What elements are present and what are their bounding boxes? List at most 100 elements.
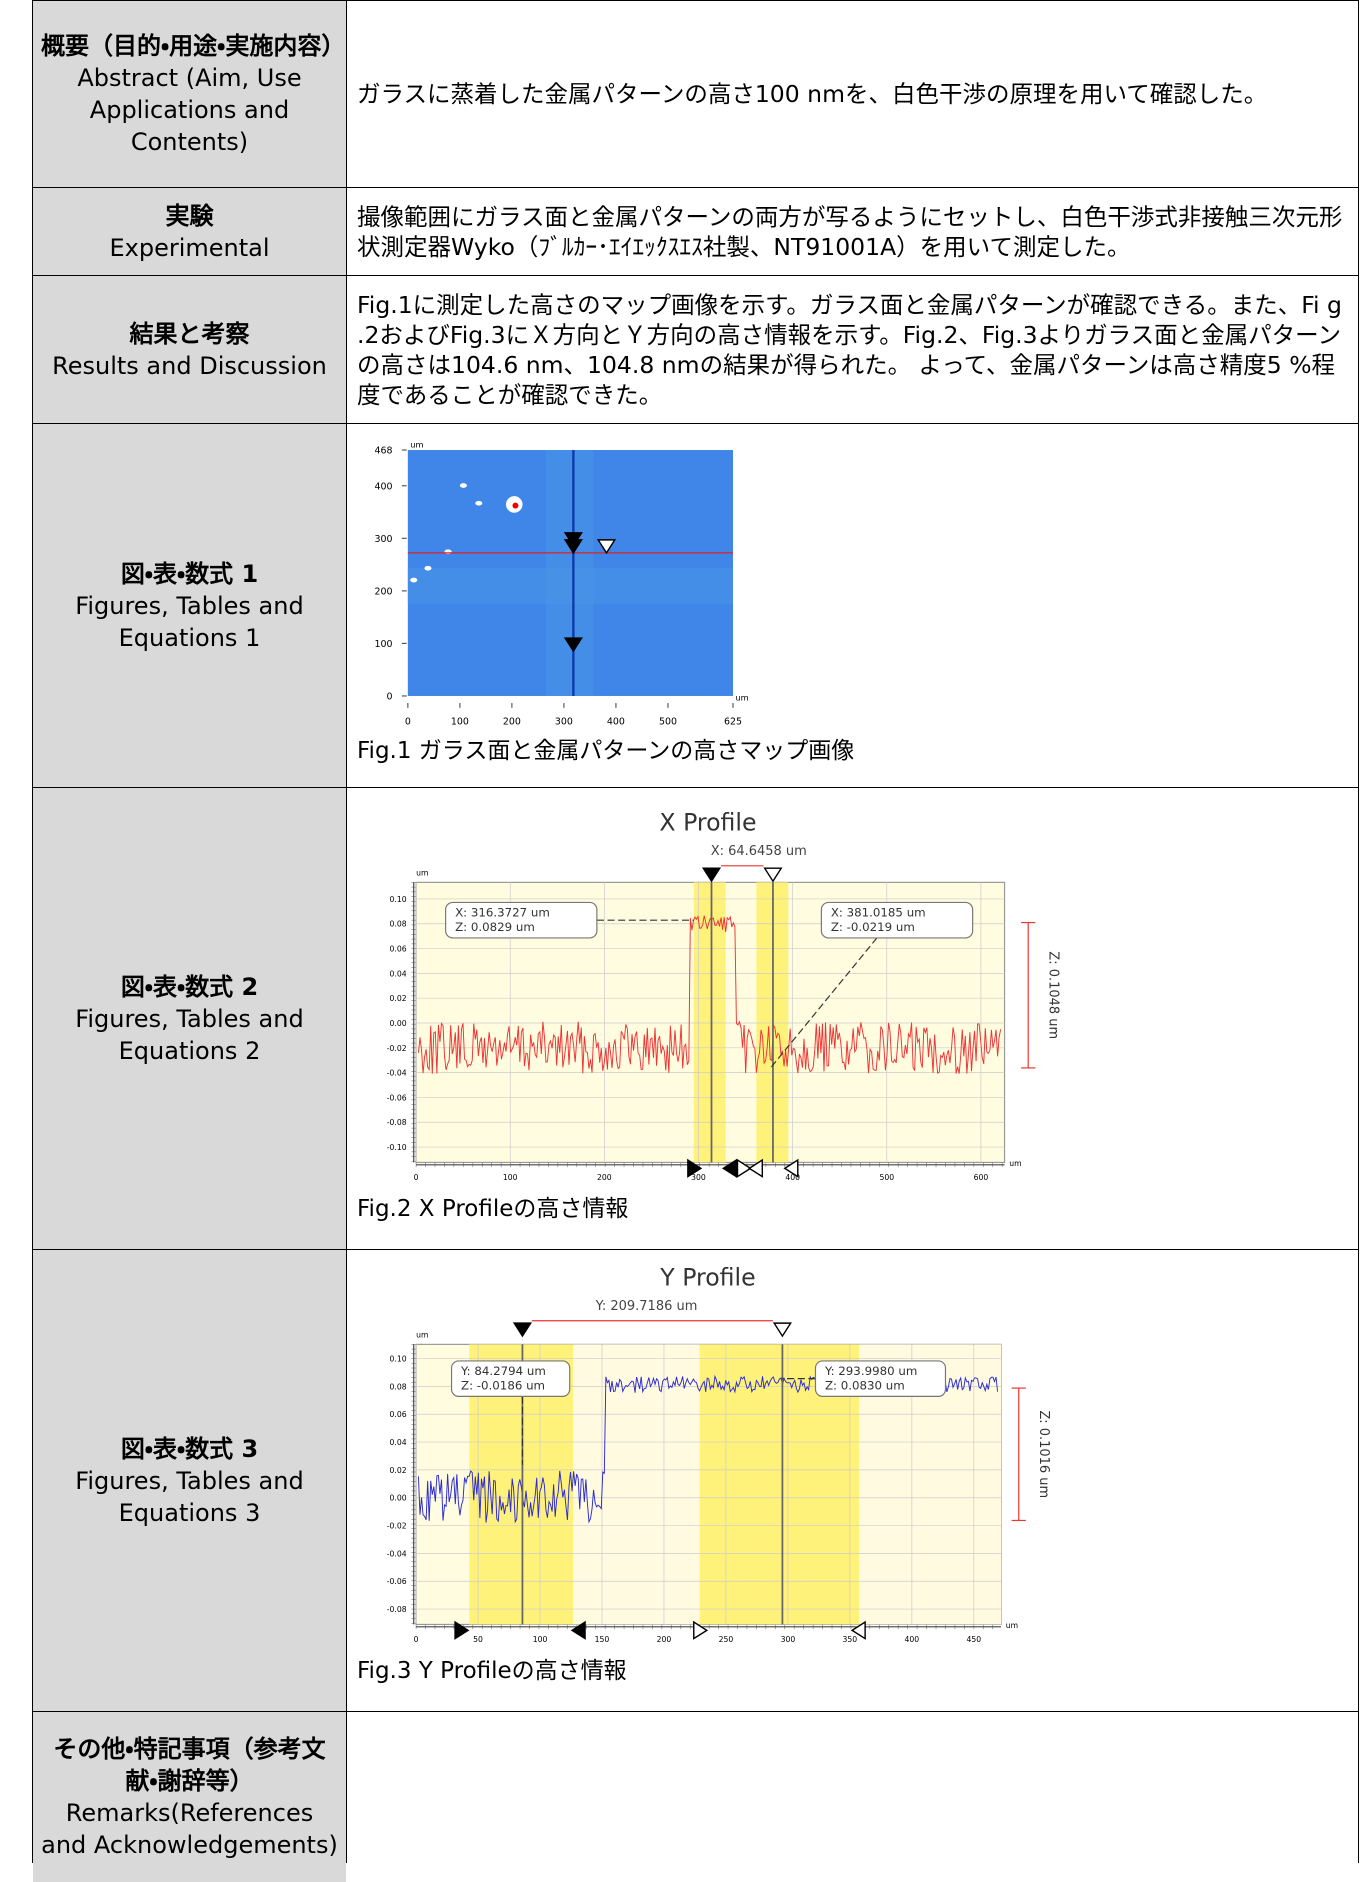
cursor-marker <box>774 1323 791 1336</box>
y-tick-label: 300 <box>374 534 392 545</box>
height-map: 01002003004004680100200300400500625umum <box>357 438 759 734</box>
y-tick-label: 0.10 <box>390 895 407 904</box>
x-tick-label: 250 <box>719 1635 734 1644</box>
x-tick-label: 600 <box>974 1173 989 1182</box>
y-tick-label: 0.00 <box>390 1019 407 1028</box>
x-tick-label: 450 <box>967 1635 982 1644</box>
y-tick-label: 0.08 <box>390 1382 407 1391</box>
report-table: 概要（目的・用途・実施内容）Abstract (Aim, Use Applica… <box>32 0 1359 1863</box>
defect <box>424 566 431 571</box>
x-tick-label: 200 <box>657 1635 672 1644</box>
label-en: Experimental <box>109 232 269 264</box>
x-unit: um <box>1006 1621 1018 1630</box>
x-tick-label: 200 <box>503 716 521 727</box>
content-text: Fig.1に測定した高さのマップ画像を示す。ガラス面と金属パターンが確認できる。… <box>357 290 1348 410</box>
x-tick-label: 300 <box>781 1635 796 1644</box>
y-tick-label: -0.02 <box>387 1044 407 1053</box>
row-content <box>347 1712 1358 1882</box>
y-tick-label: -0.04 <box>387 1549 407 1558</box>
cursor-readout: Y: 293.9980 um <box>824 1364 917 1378</box>
row-label: 概要（目的・用途・実施内容）Abstract (Aim, Use Applica… <box>33 1 346 187</box>
y-tick-label: 400 <box>374 481 392 492</box>
x-tick-label: 150 <box>595 1635 610 1644</box>
x-unit: um <box>735 693 748 703</box>
label-en: Figures, Tables and Equations 2 <box>41 1003 338 1067</box>
x-tick-label: 0 <box>414 1635 419 1644</box>
x-tick-label: 50 <box>473 1635 483 1644</box>
y-tick-label: 0.10 <box>390 1355 407 1364</box>
cursor-distance: X: 64.6458 um <box>711 844 807 859</box>
y-tick-label: 0.02 <box>390 1466 407 1475</box>
cursor-marker <box>765 868 782 881</box>
y-tick-label: 0.02 <box>390 994 407 1003</box>
defect <box>410 578 417 583</box>
content-text: ガラスに蒸着した金属パターンの高さ100 nmを、白色干渉の原理を用いて確認した… <box>357 79 1348 109</box>
x-tick-label: 100 <box>503 1173 518 1182</box>
label-en: Abstract (Aim, Use Applications and Cont… <box>41 62 338 158</box>
x-tick-label: 100 <box>451 716 469 727</box>
label-en: Results and Discussion <box>52 350 327 382</box>
y-unit: um <box>416 1330 428 1339</box>
cursor-readout: X: 381.0185 um <box>831 906 926 920</box>
label-ja: 結果と考察 <box>130 318 250 350</box>
cursor-readout: Z: -0.0186 um <box>461 1378 545 1392</box>
page: 概要（目的・用途・実施内容）Abstract (Aim, Use Applica… <box>0 0 1371 1863</box>
y-tick-label: -0.10 <box>387 1143 407 1152</box>
x-tick-label: 0 <box>405 716 411 727</box>
x-tick-label: 400 <box>607 716 625 727</box>
label-ja: 実験 <box>166 200 214 232</box>
label-ja: 図・表・数式 2 <box>121 971 258 1003</box>
y-unit: um <box>416 868 428 877</box>
y-tick-label: -0.08 <box>387 1118 407 1127</box>
figure-caption: Fig.3 Y Profileの高さ情報 <box>357 1656 1348 1686</box>
profile-chart: 0.100.080.060.040.020.00-0.02-0.04-0.06-… <box>357 1264 1066 1654</box>
x-unit: um <box>1009 1159 1021 1168</box>
y-tick-label: -0.04 <box>387 1069 407 1078</box>
x-tick-label: 625 <box>724 716 742 727</box>
cursor-marker <box>703 868 720 881</box>
cursor-marker <box>514 1323 531 1336</box>
cursor-readout: Z: 0.0830 um <box>825 1378 905 1392</box>
y-tick-label: 0.04 <box>390 1438 407 1447</box>
x-tick-label: 400 <box>905 1635 920 1644</box>
x-tick-label: 500 <box>659 716 677 727</box>
profile-title: X Profile <box>659 808 756 836</box>
height-label: Z: 0.1016 um <box>1036 1410 1051 1498</box>
y-tick-label: 0.00 <box>390 1494 407 1503</box>
label-ja: 概要（目的・用途・実施内容） <box>41 30 338 62</box>
x-tick-label: 350 <box>843 1635 858 1644</box>
x-tick-label: 100 <box>533 1635 548 1644</box>
figure-caption: Fig.1 ガラス面と金属パターンの高さマップ画像 <box>357 736 1348 766</box>
row-content: 撮像範囲にガラス面と金属パターンの両方が写るようにセットし、白色干渉式非接触三次… <box>347 188 1358 275</box>
row-content: 0.100.080.060.040.020.00-0.02-0.04-0.06-… <box>347 788 1358 1249</box>
row-content: 0.100.080.060.040.020.00-0.02-0.04-0.06-… <box>347 1250 1358 1711</box>
y-tick-label: 0.04 <box>390 969 407 978</box>
label-ja: 図・表・数式 1 <box>121 558 258 590</box>
row-content: ガラスに蒸着した金属パターンの高さ100 nmを、白色干渉の原理を用いて確認した… <box>347 1 1358 187</box>
pattern-region <box>546 450 593 696</box>
row-label: その他・特記事項（参考文献・謝辞等）Remarks(References and… <box>33 1712 346 1882</box>
label-en: Figures, Tables and Equations 1 <box>41 590 338 654</box>
y-tick-label: -0.08 <box>387 1605 407 1614</box>
y-tick-label: 0 <box>386 692 392 703</box>
label-en: Figures, Tables and Equations 3 <box>41 1465 338 1529</box>
label-ja: その他・特記事項（参考文献・謝辞等） <box>41 1733 338 1797</box>
x-tick-label: 300 <box>691 1173 706 1182</box>
figure-caption: Fig.2 X Profileの高さ情報 <box>357 1194 1348 1224</box>
x-tick-label: 200 <box>597 1173 612 1182</box>
defect <box>475 501 482 506</box>
profile-chart: 0.100.080.060.040.020.00-0.02-0.04-0.06-… <box>357 802 1066 1192</box>
y-tick-label: 100 <box>374 639 392 650</box>
cursor-readout: Z: -0.0219 um <box>831 920 915 934</box>
y-tick-label: 200 <box>374 586 392 597</box>
x-tick-label: 300 <box>555 716 573 727</box>
x-tick-label: 500 <box>879 1173 894 1182</box>
y-tick-label: -0.06 <box>387 1577 407 1586</box>
content-text: 撮像範囲にガラス面と金属パターンの両方が写るようにセットし、白色干渉式非接触三次… <box>357 202 1348 262</box>
cursor-distance: Y: 209.7186 um <box>595 1299 698 1314</box>
